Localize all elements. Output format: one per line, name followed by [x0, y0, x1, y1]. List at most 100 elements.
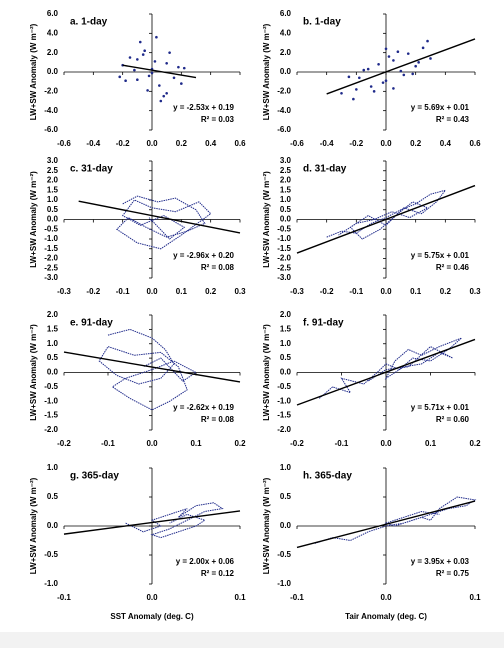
y-tick-label: -4.0 — [277, 106, 291, 115]
y-tick-label: 1.0 — [47, 463, 59, 472]
y-tick-label: 2.0 — [47, 176, 59, 185]
x-axis-label: SST Anomaly (deg. C) — [110, 612, 194, 621]
x-tick-label: -0.1 — [335, 439, 349, 448]
y-tick-label: -2.0 — [44, 425, 58, 434]
y-tick-label: -1.0 — [44, 234, 58, 243]
x-tick-label: -0.3 — [57, 287, 71, 296]
x-tick-label: 0.4 — [440, 139, 452, 148]
y-axis-label: LW+SW Anomaly (W m⁻²) — [29, 23, 38, 120]
y-tick-label: 1.5 — [280, 185, 292, 194]
x-tick-label: 0.0 — [380, 439, 392, 448]
trajectory — [125, 502, 224, 539]
x-tick-label: 0.0 — [146, 139, 158, 148]
fit-r2: R² = 0.08 — [201, 263, 235, 272]
x-tick-label: 0.4 — [205, 139, 217, 148]
point — [168, 51, 171, 54]
point — [396, 50, 400, 53]
point — [406, 52, 410, 55]
y-tick-label: 2.0 — [280, 48, 292, 57]
x-tick-label: 0.2 — [410, 139, 422, 148]
trajectory — [326, 189, 447, 240]
trajectory — [98, 328, 197, 411]
fit-equation: y = -2.62x + 0.19 — [173, 403, 234, 412]
point — [369, 85, 373, 88]
y-tick-label: -3.0 — [44, 273, 58, 282]
fit-line — [296, 184, 476, 254]
y-tick-label: 0.0 — [280, 368, 292, 377]
point — [182, 66, 186, 70]
y-tick-label: 0.5 — [280, 492, 292, 501]
y-tick-label: -0.5 — [44, 382, 58, 391]
point — [150, 71, 154, 75]
y-tick-label: 4.0 — [47, 28, 59, 37]
x-tick-label: -0.1 — [101, 439, 115, 448]
x-tick-label: 0.2 — [234, 439, 246, 448]
y-tick-label: -2.0 — [44, 86, 58, 95]
x-tick-label: 0.2 — [205, 287, 217, 296]
fit-equation: y = 5.75x + 0.01 — [411, 251, 470, 260]
y-tick-label: 0.0 — [47, 521, 59, 530]
fit-r2: R² = 0.75 — [436, 569, 470, 578]
y-tick-label: 1.0 — [280, 195, 292, 204]
fit-r2: R² = 0.60 — [436, 415, 470, 424]
point — [155, 35, 158, 39]
point — [384, 79, 388, 82]
fit-line — [122, 64, 197, 79]
point — [411, 72, 415, 76]
y-tick-label: -4.0 — [44, 106, 58, 115]
point — [138, 40, 142, 44]
point — [136, 78, 139, 82]
y-tick-label: -0.5 — [277, 224, 291, 233]
y-tick-label: 2.0 — [280, 310, 292, 319]
x-tick-label: 0.0 — [146, 287, 158, 296]
y-tick-label: -2.0 — [44, 254, 58, 263]
fit-line — [63, 351, 241, 383]
point — [429, 57, 432, 60]
point — [366, 67, 370, 71]
x-tick-label: -0.2 — [290, 439, 304, 448]
y-tick-label: -1.5 — [44, 244, 58, 253]
trajectory — [318, 337, 462, 399]
x-tick-label: 0.2 — [440, 287, 452, 296]
point — [180, 82, 183, 85]
y-tick-label: 2.0 — [47, 310, 59, 319]
fit-r2: R² = 0.08 — [201, 415, 235, 424]
point — [372, 90, 376, 93]
x-tick-label: 0.6 — [469, 139, 481, 148]
y-tick-label: -1.0 — [44, 579, 58, 588]
fit-equation: y = 2.00x + 0.06 — [176, 557, 235, 566]
y-tick-label: -2.0 — [277, 86, 291, 95]
point — [355, 88, 358, 91]
point — [118, 75, 122, 79]
point — [381, 81, 385, 84]
y-tick-label: -0.5 — [44, 550, 58, 559]
y-tick-label: -1.0 — [277, 396, 291, 405]
point — [402, 73, 406, 77]
y-tick-label: -1.0 — [44, 396, 58, 405]
y-tick-label: 0.0 — [280, 67, 292, 76]
panel-title: f. 91-day — [303, 318, 344, 329]
y-tick-label: -2.0 — [277, 254, 291, 263]
x-tick-label: -0.2 — [320, 287, 334, 296]
fit-line — [63, 510, 241, 535]
y-tick-label: -0.5 — [44, 224, 58, 233]
point — [399, 69, 403, 73]
point — [159, 99, 163, 103]
fit-line — [296, 500, 476, 549]
fit-equation: y = 5.71x + 0.01 — [411, 403, 470, 412]
x-tick-label: 0.6 — [234, 139, 246, 148]
y-tick-label: -2.5 — [44, 263, 58, 272]
y-tick-label: 1.0 — [280, 463, 292, 472]
x-tick-label: -0.1 — [57, 593, 71, 602]
panel-title: c. 31-day — [70, 164, 113, 175]
point — [384, 47, 388, 51]
y-tick-label: -1.5 — [277, 244, 291, 253]
x-axis-label: Tair Anomaly (deg. C) — [345, 612, 427, 621]
y-tick-label: 0.5 — [47, 353, 59, 362]
y-tick-label: 0.0 — [47, 368, 59, 377]
x-tick-label: -0.3 — [290, 287, 304, 296]
y-tick-label: 0.5 — [47, 205, 59, 214]
y-tick-label: -0.5 — [277, 550, 291, 559]
point — [426, 39, 429, 43]
